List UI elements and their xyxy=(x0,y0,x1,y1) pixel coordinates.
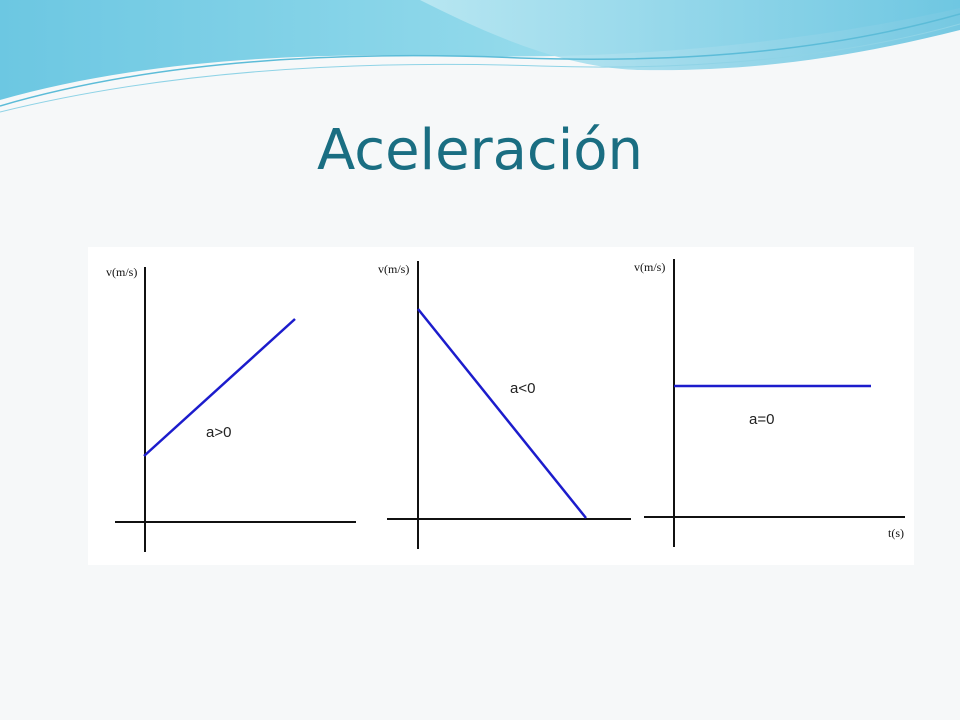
graphs-background xyxy=(88,247,914,565)
graph3-y-label: v(m/s) xyxy=(634,260,665,274)
slide-title: Aceleración xyxy=(316,118,644,183)
graph-zero-acceleration: v(m/s) t(s) a=0 xyxy=(634,259,905,547)
graphs-panel: v(m/s) a>0 v(m/s) a<0 v(m/s) t(s) a=0 xyxy=(88,247,914,565)
graph1-annotation: a>0 xyxy=(206,424,231,441)
graph-negative-acceleration: v(m/s) a<0 xyxy=(378,261,631,549)
graph2-annotation: a<0 xyxy=(510,380,535,397)
graph-positive-acceleration: v(m/s) a>0 xyxy=(106,265,356,552)
graph2-y-label: v(m/s) xyxy=(378,262,409,276)
header-wave-decoration xyxy=(0,0,960,113)
graph1-velocity-line xyxy=(143,318,296,457)
graph3-x-label: t(s) xyxy=(888,526,904,540)
graph3-annotation: a=0 xyxy=(749,411,774,428)
graph2-velocity-line xyxy=(417,308,587,519)
graph1-y-label: v(m/s) xyxy=(106,265,137,279)
